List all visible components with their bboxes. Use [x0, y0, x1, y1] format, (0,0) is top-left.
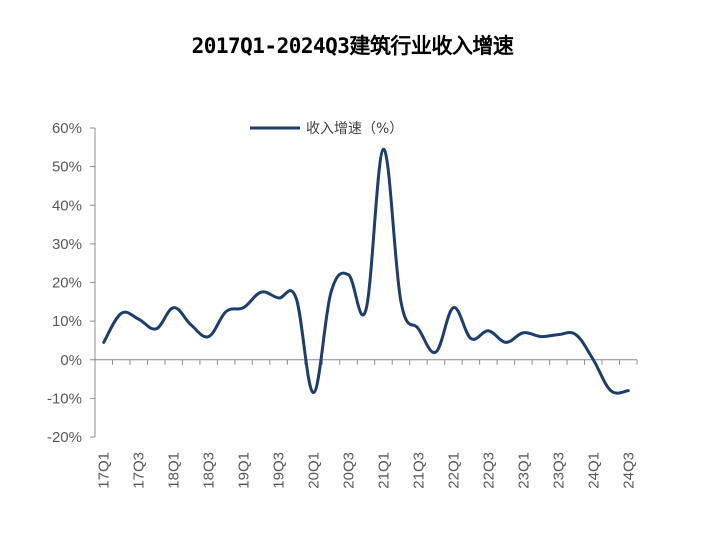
y-tick-label: -20% — [47, 429, 82, 446]
y-tick-label: 0% — [60, 352, 82, 369]
x-tick-label: 20Q3 — [341, 452, 358, 489]
chart-title: 2017Q1-2024Q3建筑行业收入增速 — [191, 34, 514, 58]
x-tick-label: 22Q1 — [445, 452, 462, 489]
x-tick-label: 19Q1 — [236, 452, 253, 489]
x-tick-label: 21Q3 — [410, 452, 427, 489]
y-tick-label: 30% — [52, 236, 82, 253]
y-tick-label: 10% — [52, 313, 82, 330]
x-tick-label: 21Q1 — [375, 452, 392, 489]
x-axis: 17Q1 17Q3 18Q1 18Q3 19Q1 19Q3 20Q1 20Q3 21Q1 21Q3… — [94, 359, 638, 489]
x-tick-label: 18Q3 — [201, 452, 218, 489]
x-tick-label: 23Q3 — [550, 452, 567, 489]
y-axis: -20% -10% 0% 10% 20% 30% 40% 50% 60% — [47, 120, 96, 446]
y-tick-label: 50% — [52, 159, 82, 176]
x-tick-label: 22Q3 — [480, 452, 497, 489]
y-tick-label: -10% — [47, 390, 82, 407]
y-tick-label: 60% — [52, 120, 82, 137]
legend: 收入增速（%） — [250, 121, 403, 137]
y-tick-label: 40% — [52, 197, 82, 214]
x-tick-label: 24Q1 — [585, 452, 602, 489]
x-tick-label: 23Q1 — [515, 452, 532, 489]
legend-label: 收入增速（%） — [306, 121, 403, 137]
series-layer — [102, 147, 630, 395]
x-tick-label: 20Q1 — [306, 452, 323, 489]
y-tick-label: 20% — [52, 275, 82, 292]
x-tick-label: 24Q3 — [620, 452, 637, 489]
x-tick-label: 18Q1 — [166, 452, 183, 489]
series-line — [102, 147, 630, 395]
x-tick-label: 17Q3 — [131, 452, 148, 489]
x-tick-label: 17Q1 — [96, 452, 113, 489]
x-tick-label: 19Q3 — [271, 452, 288, 489]
